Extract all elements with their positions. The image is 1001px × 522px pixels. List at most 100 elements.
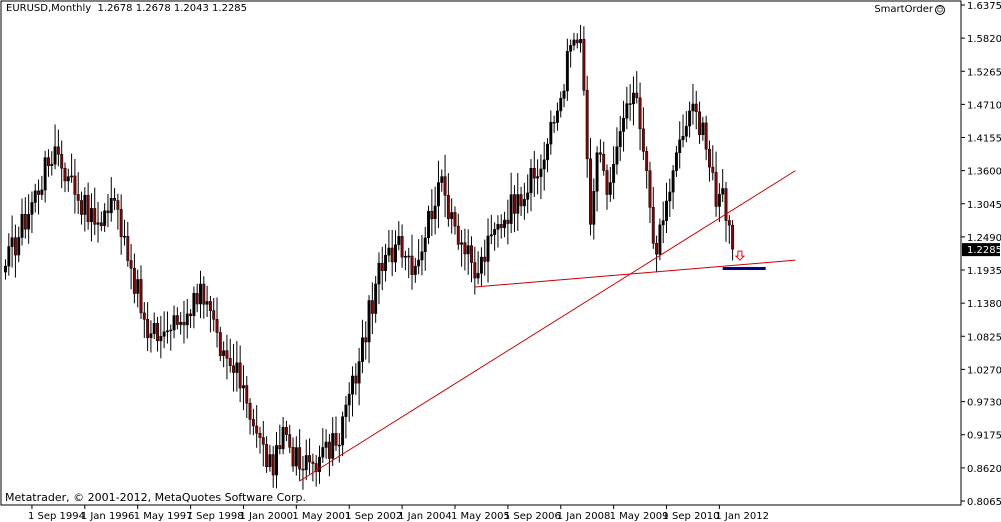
candle-body xyxy=(327,441,331,459)
candle-body xyxy=(493,229,497,235)
price-tick-label: 1.1380 xyxy=(967,299,1001,310)
down-arrow-icon xyxy=(734,250,746,261)
time-tick-label: 1 Jan 2004 xyxy=(398,511,452,522)
candle-body xyxy=(417,259,421,267)
candle-body xyxy=(202,283,206,305)
price-axis: 1.6375 1.5820 1.5265 1.4710 1.4155 1.3600 1.30… xyxy=(961,1,1001,508)
candle-body xyxy=(205,301,209,305)
candle-body xyxy=(430,210,434,220)
candle-body xyxy=(20,213,24,238)
price-tick-label: 1.4710 xyxy=(967,100,1001,111)
candle-body xyxy=(159,336,163,342)
price-tick-label: 1.5265 xyxy=(967,67,1001,78)
candle-body xyxy=(149,333,153,339)
candle-body xyxy=(684,125,688,137)
price-tick-label: 1.0825 xyxy=(967,332,1001,343)
candle-body xyxy=(242,385,245,389)
price-tick-label: 0.8065 xyxy=(967,497,1001,508)
candle-body xyxy=(17,237,21,256)
candle-body xyxy=(423,237,427,253)
chart-header: EURUSD,Monthly 1.2678 1.2678 1.2043 1.22… xyxy=(6,3,247,14)
candle-body xyxy=(238,362,242,389)
candle-body xyxy=(189,313,193,317)
candle-body xyxy=(344,404,348,417)
candle-body xyxy=(56,146,60,155)
time-tick-label: 1 Sep 2006 xyxy=(504,511,561,522)
time-tick-label: 1 Jan 1996 xyxy=(81,511,135,522)
candle-body xyxy=(704,122,708,150)
candle-body xyxy=(625,103,629,119)
trendline xyxy=(474,259,796,288)
candle-body xyxy=(129,260,133,269)
candle-body xyxy=(162,331,166,337)
candle-body xyxy=(126,236,130,261)
time-tick-label: 1 Sep 2002 xyxy=(345,511,402,522)
candle-body xyxy=(698,111,701,136)
candle-body xyxy=(225,350,229,359)
candle-body xyxy=(261,437,265,445)
candle-body xyxy=(549,121,553,145)
candle-body xyxy=(509,194,513,224)
candle-body xyxy=(413,265,417,275)
candle-body xyxy=(43,157,47,191)
candle-body xyxy=(400,236,404,258)
time-tick-label: 1 Jan 2000 xyxy=(239,511,293,522)
candle-body xyxy=(377,262,381,285)
candle-body xyxy=(301,468,305,471)
candle-body xyxy=(367,300,371,343)
time-tick-label: 1 Jan 2012 xyxy=(715,511,769,522)
candle-body xyxy=(106,210,110,214)
candle-body xyxy=(86,194,90,222)
candle-body xyxy=(195,292,199,305)
candle-body xyxy=(304,455,308,471)
ohlc-values: 1.2678 1.2678 1.2043 1.2285 xyxy=(97,3,248,14)
candle-body xyxy=(565,51,569,92)
candle-body xyxy=(136,279,140,294)
candle-body xyxy=(258,433,262,438)
candle-body xyxy=(466,245,470,255)
smiley-icon[interactable]: ☺ xyxy=(935,4,945,15)
time-tick-label: 1 Jan 2008 xyxy=(557,511,611,522)
candle-body xyxy=(450,212,454,220)
candle-body xyxy=(638,97,642,130)
candle-body xyxy=(324,441,328,448)
candle-body xyxy=(308,455,312,463)
candle-body xyxy=(688,110,692,127)
candle-body xyxy=(612,163,616,183)
candle-body xyxy=(513,194,516,214)
candle-body xyxy=(717,193,721,207)
candle-body xyxy=(582,39,586,91)
candle-body xyxy=(615,146,619,165)
candle-body xyxy=(284,427,288,435)
candle-body xyxy=(142,312,146,320)
candle-body xyxy=(661,220,665,226)
candle-body xyxy=(387,247,391,256)
price-tick-label: 1.1935 xyxy=(967,266,1001,277)
price-tick-label: 1.4155 xyxy=(967,134,1001,145)
candle-body xyxy=(569,45,573,52)
candle-body xyxy=(440,176,444,183)
current-price-marker: 1.2285 xyxy=(962,243,1001,257)
candle-body xyxy=(674,152,678,171)
price-tick-label: 0.9730 xyxy=(967,398,1001,409)
candle-body xyxy=(648,170,652,208)
candle-body xyxy=(539,168,543,177)
candle-body xyxy=(453,212,457,227)
candle-body xyxy=(116,200,120,210)
candle-body xyxy=(60,154,64,169)
candle-body xyxy=(572,39,576,46)
candle-body xyxy=(245,385,249,404)
candle-body xyxy=(215,319,219,333)
candle-body xyxy=(311,461,315,464)
symbol-label: EURUSD,Monthly xyxy=(6,3,92,14)
candle-body xyxy=(605,170,609,195)
candle-body xyxy=(13,237,17,256)
candle-body xyxy=(152,323,156,334)
candle-body xyxy=(314,463,318,473)
candle-body xyxy=(542,159,546,170)
price-tick-label: 1.5820 xyxy=(967,34,1001,45)
candle-body xyxy=(182,322,186,326)
smartorder-indicator[interactable]: SmartOrder ☺ xyxy=(874,4,945,15)
candle-body xyxy=(96,222,100,225)
